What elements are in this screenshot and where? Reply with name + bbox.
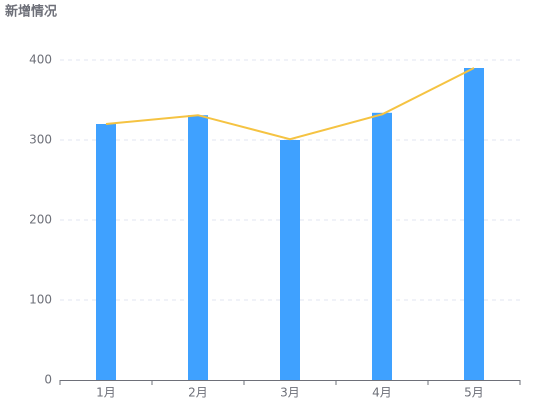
x-tick-label: 1月: [96, 386, 116, 400]
y-tick-label: 300: [29, 133, 52, 147]
x-tick-label: 2月: [188, 386, 208, 400]
line: [105, 67, 475, 141]
bar: [280, 140, 300, 380]
y-tick-label: 100: [29, 293, 52, 307]
bar: [188, 115, 208, 380]
y-tick-label: 200: [29, 213, 52, 227]
y-tick-label: 0: [44, 373, 52, 387]
x-tick-label: 4月: [372, 386, 392, 400]
x-tick-label: 3月: [280, 386, 300, 400]
y-tick-label: 400: [29, 53, 52, 67]
bar: [372, 112, 392, 381]
bar: [464, 68, 484, 380]
bar: [96, 124, 116, 380]
chart-title: 新增情况: [5, 4, 57, 20]
x-tick-label: 5月: [464, 386, 484, 400]
